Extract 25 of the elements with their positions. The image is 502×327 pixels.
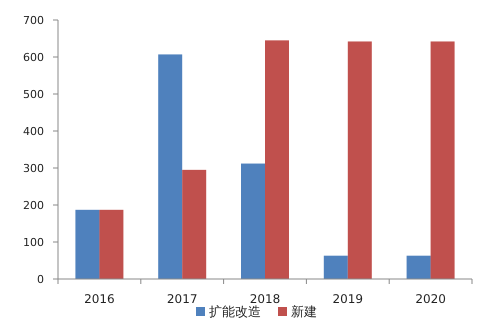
y-tick-label: 300: [23, 162, 44, 175]
y-tick-label: 0: [37, 273, 44, 286]
x-tick-label: 2018: [250, 292, 280, 306]
bar: [430, 41, 455, 279]
bar: [99, 210, 124, 279]
bar: [265, 40, 289, 279]
y-tick-label: 600: [23, 51, 44, 64]
bar: [348, 41, 372, 279]
x-tick-label: 2017: [166, 292, 198, 306]
y-tick-label: 100: [23, 236, 44, 249]
y-tick-label: 200: [23, 199, 44, 212]
bar: [241, 164, 265, 279]
y-tick-label: 500: [23, 88, 44, 101]
x-tick-label: 2019: [332, 292, 364, 306]
bar: [324, 256, 348, 279]
legend-label: 扩能改造: [209, 305, 261, 320]
x-tick-label: 2016: [84, 292, 115, 306]
bar: [406, 256, 431, 279]
bar: [158, 54, 182, 279]
y-tick-label: 400: [23, 125, 44, 138]
x-tick-label: 2020: [415, 292, 446, 306]
y-tick-label: 700: [23, 14, 44, 27]
legend-label: 新建: [291, 305, 317, 320]
bar: [182, 170, 206, 279]
bar: [75, 210, 100, 279]
